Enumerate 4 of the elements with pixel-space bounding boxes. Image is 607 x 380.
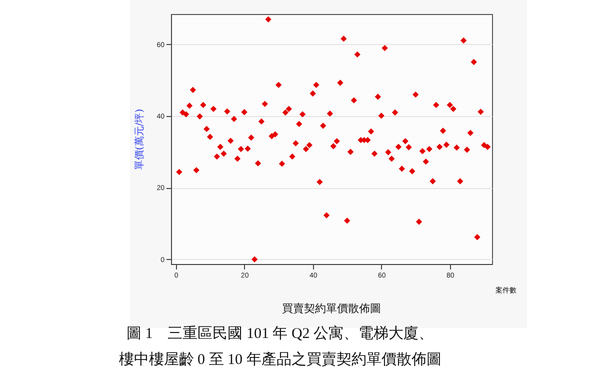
caption: 圖 1 三重區民國 101 年 Q2 公寓、電梯大廈、 xyxy=(125,324,435,343)
text: 樓中樓屋齡 0 至 10 年產品之買賣契約單價散佈圖 xyxy=(118,350,442,369)
y-axis-title: 單價(萬元/坪) xyxy=(134,108,146,170)
text: 買賣契約單價散佈圖 xyxy=(282,302,381,315)
